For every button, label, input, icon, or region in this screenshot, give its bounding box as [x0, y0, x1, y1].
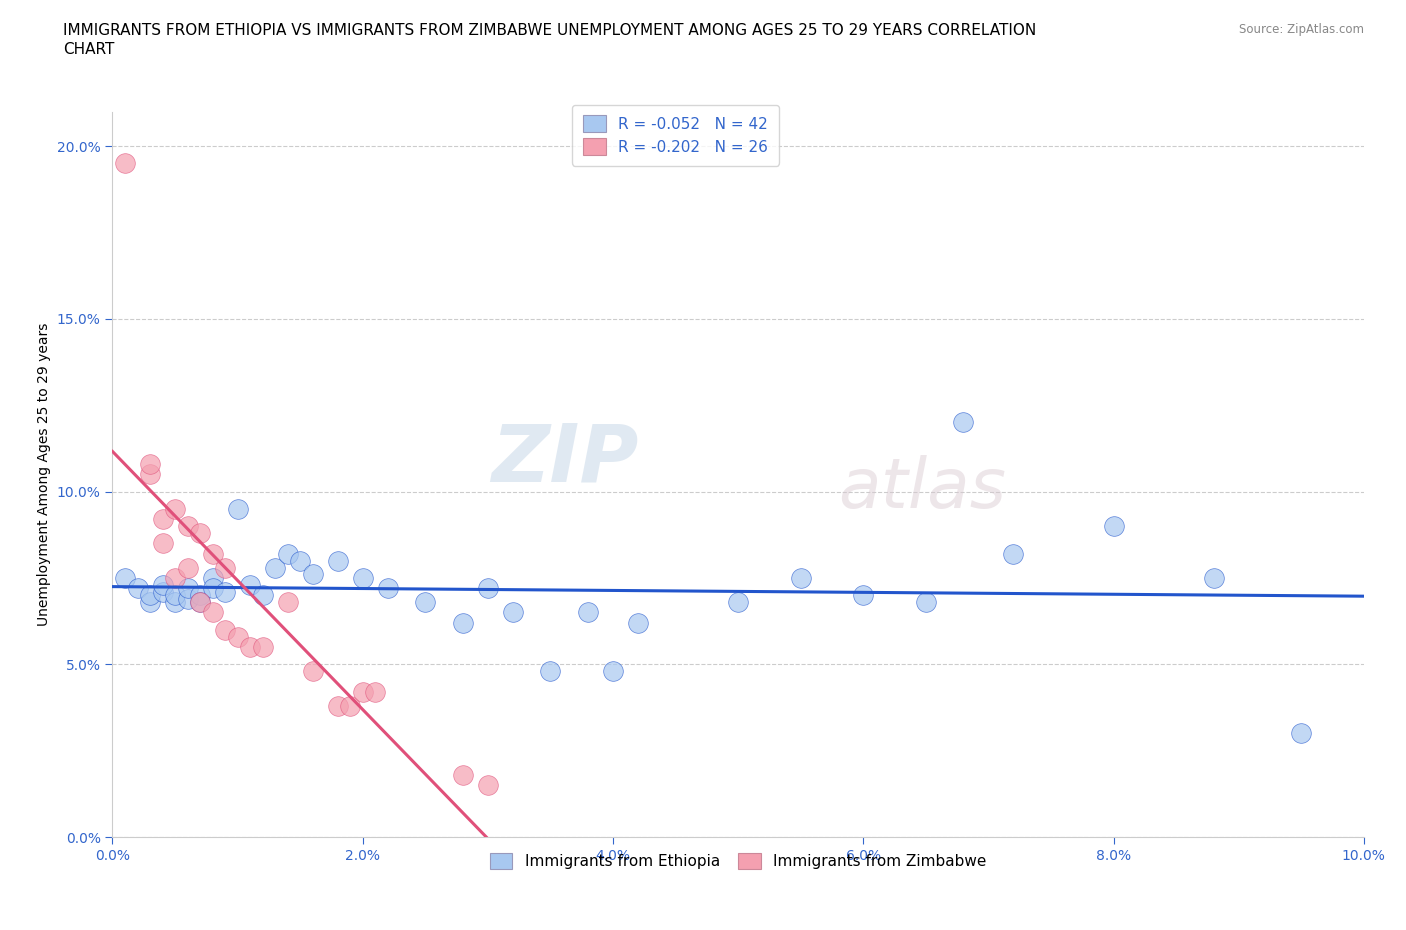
Text: CHART: CHART	[63, 42, 115, 57]
Text: ZIP: ZIP	[491, 420, 638, 498]
Point	[152, 578, 174, 592]
Point	[502, 605, 524, 620]
Point	[290, 553, 312, 568]
Y-axis label: Unemployment Among Ages 25 to 29 years: Unemployment Among Ages 25 to 29 years	[37, 323, 51, 626]
Point	[139, 457, 162, 472]
Point	[152, 536, 174, 551]
Point	[226, 630, 249, 644]
Point	[277, 546, 299, 561]
Point	[139, 594, 162, 609]
Point	[139, 588, 162, 603]
Point	[214, 584, 236, 599]
Point	[226, 501, 249, 516]
Point	[163, 570, 186, 585]
Point	[1002, 546, 1025, 561]
Point	[540, 664, 562, 679]
Point	[451, 616, 474, 631]
Point	[277, 594, 299, 609]
Point	[852, 588, 875, 603]
Point	[627, 616, 650, 631]
Point	[152, 512, 174, 526]
Point	[477, 581, 499, 596]
Point	[114, 156, 136, 171]
Point	[139, 467, 162, 482]
Point	[377, 581, 399, 596]
Point	[127, 581, 149, 596]
Point	[163, 594, 186, 609]
Point	[915, 594, 938, 609]
Point	[188, 594, 211, 609]
Point	[1102, 519, 1125, 534]
Point	[477, 777, 499, 792]
Point	[188, 588, 211, 603]
Point	[1291, 726, 1313, 741]
Point	[252, 640, 274, 655]
Point	[176, 519, 198, 534]
Point	[239, 640, 262, 655]
Point	[364, 684, 387, 699]
Point	[176, 581, 198, 596]
Point	[252, 588, 274, 603]
Point	[163, 501, 186, 516]
Point	[239, 578, 262, 592]
Point	[176, 591, 198, 606]
Point	[326, 553, 349, 568]
Point	[201, 546, 224, 561]
Point	[301, 664, 323, 679]
Point	[214, 622, 236, 637]
Text: Source: ZipAtlas.com: Source: ZipAtlas.com	[1239, 23, 1364, 36]
Point	[114, 570, 136, 585]
Point	[415, 594, 437, 609]
Point	[352, 570, 374, 585]
Point	[576, 605, 599, 620]
Point	[264, 560, 287, 575]
Point	[301, 567, 323, 582]
Text: IMMIGRANTS FROM ETHIOPIA VS IMMIGRANTS FROM ZIMBABWE UNEMPLOYMENT AMONG AGES 25 : IMMIGRANTS FROM ETHIOPIA VS IMMIGRANTS F…	[63, 23, 1036, 38]
Point	[1202, 570, 1225, 585]
Point	[952, 415, 974, 430]
Point	[602, 664, 624, 679]
Point	[188, 525, 211, 540]
Point	[163, 588, 186, 603]
Legend: Immigrants from Ethiopia, Immigrants from Zimbabwe: Immigrants from Ethiopia, Immigrants fro…	[479, 842, 997, 880]
Point	[201, 605, 224, 620]
Point	[214, 560, 236, 575]
Point	[352, 684, 374, 699]
Text: atlas: atlas	[838, 456, 1007, 523]
Point	[201, 570, 224, 585]
Point	[201, 581, 224, 596]
Point	[176, 560, 198, 575]
Point	[188, 594, 211, 609]
Point	[339, 698, 361, 713]
Point	[326, 698, 349, 713]
Point	[790, 570, 813, 585]
Point	[727, 594, 749, 609]
Point	[451, 767, 474, 782]
Point	[152, 584, 174, 599]
